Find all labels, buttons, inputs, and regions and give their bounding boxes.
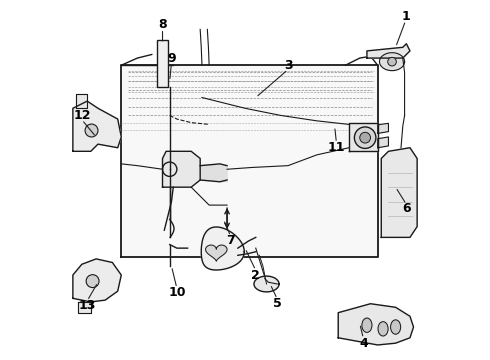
Polygon shape [163, 151, 200, 187]
Circle shape [360, 132, 370, 143]
Circle shape [85, 124, 98, 137]
Polygon shape [379, 53, 405, 71]
Polygon shape [378, 123, 389, 134]
Text: 8: 8 [158, 18, 167, 31]
Polygon shape [76, 94, 87, 108]
Polygon shape [378, 137, 389, 148]
Polygon shape [338, 304, 414, 345]
Text: 5: 5 [273, 297, 282, 310]
Text: 3: 3 [284, 59, 293, 72]
Circle shape [86, 275, 99, 288]
Text: 6: 6 [402, 202, 411, 215]
Polygon shape [254, 276, 279, 292]
Polygon shape [122, 65, 378, 257]
Text: 2: 2 [251, 269, 260, 282]
Polygon shape [206, 245, 227, 261]
Text: 7: 7 [226, 234, 235, 247]
Text: 13: 13 [78, 299, 96, 312]
Polygon shape [381, 148, 417, 237]
Ellipse shape [391, 320, 401, 334]
Ellipse shape [378, 321, 388, 336]
Text: 10: 10 [168, 287, 186, 300]
Text: 1: 1 [401, 10, 410, 23]
Polygon shape [78, 302, 91, 313]
Polygon shape [73, 259, 122, 302]
Text: 9: 9 [167, 51, 176, 64]
Ellipse shape [362, 318, 372, 332]
Bar [157, 40, 168, 87]
Polygon shape [201, 227, 245, 270]
Polygon shape [367, 44, 410, 58]
Text: 4: 4 [359, 337, 368, 350]
Circle shape [354, 127, 376, 148]
Polygon shape [200, 166, 227, 182]
Polygon shape [73, 101, 122, 151]
Text: 11: 11 [328, 141, 345, 154]
Polygon shape [349, 123, 378, 151]
Text: 12: 12 [73, 109, 91, 122]
Circle shape [388, 57, 396, 66]
